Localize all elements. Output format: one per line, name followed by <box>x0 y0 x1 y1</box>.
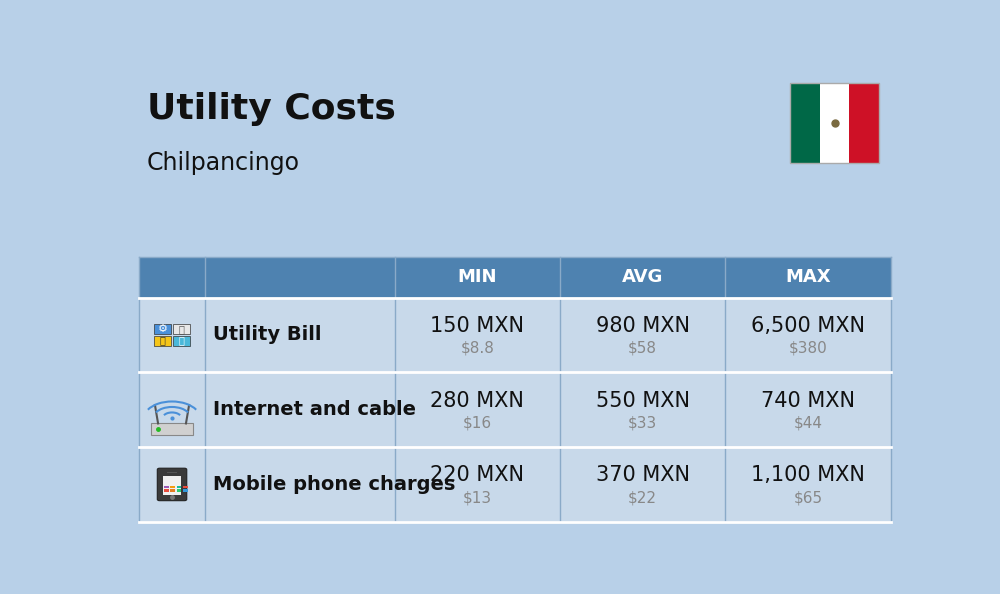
Text: MIN: MIN <box>457 268 497 286</box>
Text: 740 MXN: 740 MXN <box>761 391 855 411</box>
Bar <box>139 257 205 298</box>
Text: $58: $58 <box>628 341 657 356</box>
Text: MAX: MAX <box>785 268 831 286</box>
Text: 370 MXN: 370 MXN <box>596 466 690 485</box>
Text: AVG: AVG <box>622 268 663 286</box>
Bar <box>164 485 169 488</box>
Bar <box>560 257 725 298</box>
Bar <box>139 447 205 522</box>
Text: $65: $65 <box>793 491 823 505</box>
FancyBboxPatch shape <box>790 83 820 163</box>
Bar <box>395 257 560 298</box>
Text: 🚰: 🚰 <box>178 336 184 346</box>
Text: Chilpancingo: Chilpancingo <box>147 151 300 175</box>
Bar <box>164 489 169 492</box>
Text: Utility Bill: Utility Bill <box>213 326 321 345</box>
Bar <box>177 489 181 492</box>
Bar <box>167 472 177 473</box>
Bar <box>139 298 205 372</box>
FancyBboxPatch shape <box>820 83 849 163</box>
Bar <box>177 485 181 488</box>
Text: Utility Costs: Utility Costs <box>147 92 396 126</box>
Text: $8.8: $8.8 <box>460 341 494 356</box>
Bar <box>173 324 190 334</box>
Text: $33: $33 <box>628 416 657 431</box>
Text: $22: $22 <box>628 491 657 505</box>
Text: 220 MXN: 220 MXN <box>430 466 524 485</box>
Text: 6,500 MXN: 6,500 MXN <box>751 316 865 336</box>
Text: 980 MXN: 980 MXN <box>596 316 690 336</box>
Bar <box>139 372 205 447</box>
Text: $44: $44 <box>794 416 823 431</box>
Text: $16: $16 <box>463 416 492 431</box>
Text: $380: $380 <box>789 341 827 356</box>
Bar <box>151 424 193 435</box>
Bar <box>183 489 188 492</box>
FancyBboxPatch shape <box>157 468 187 501</box>
Text: 150 MXN: 150 MXN <box>430 316 524 336</box>
Text: Mobile phone charges: Mobile phone charges <box>213 475 455 494</box>
Text: 280 MXN: 280 MXN <box>430 391 524 411</box>
Bar <box>725 257 891 298</box>
Text: Internet and cable: Internet and cable <box>213 400 416 419</box>
Bar <box>154 324 171 334</box>
Bar <box>163 476 181 495</box>
Text: 🔌: 🔌 <box>160 336 166 346</box>
Bar <box>183 485 188 488</box>
Text: ⚙: ⚙ <box>158 324 168 334</box>
Bar <box>170 489 175 492</box>
Text: 1,100 MXN: 1,100 MXN <box>751 466 865 485</box>
Text: $13: $13 <box>463 491 492 505</box>
FancyBboxPatch shape <box>849 83 879 163</box>
Bar <box>173 336 190 346</box>
Bar <box>205 257 395 298</box>
Text: 550 MXN: 550 MXN <box>596 391 690 411</box>
Bar <box>154 336 171 346</box>
Bar <box>170 485 175 488</box>
Text: 👤: 👤 <box>178 324 184 334</box>
